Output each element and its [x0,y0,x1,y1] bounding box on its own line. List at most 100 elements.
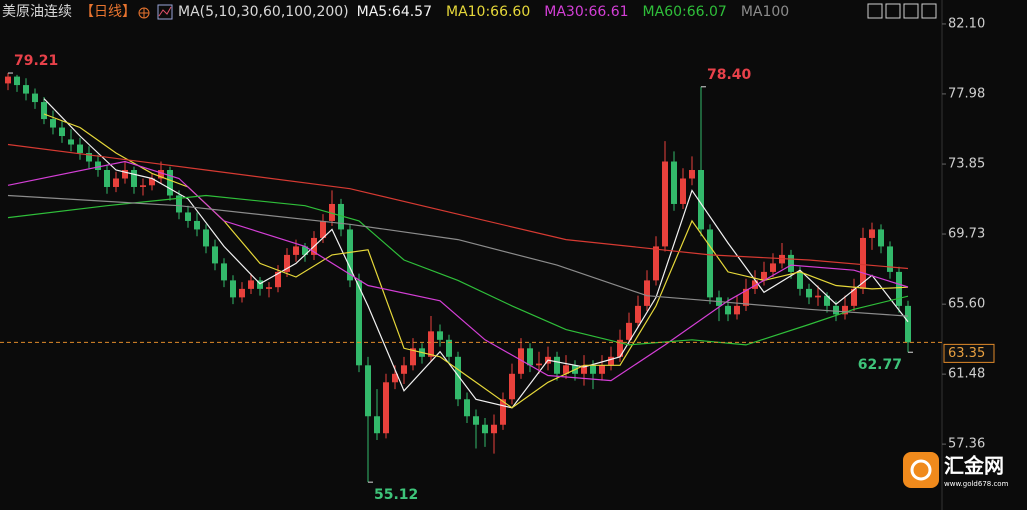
period-label[interactable]: 【日线】 [80,4,136,20]
candle-body [635,305,641,323]
candle-body [266,287,272,289]
watermark: 汇金网 www.gold678.com [903,452,1009,488]
candle-body [95,161,101,170]
legend-entry: MA60:66.07 [643,4,727,20]
candle-body [608,356,614,366]
candle-body [509,373,515,400]
candle-body [122,170,128,179]
y-tick-label: 82.10 [948,16,985,31]
candle-body [338,203,344,230]
candle-body [833,305,839,315]
candle-body [599,365,605,374]
ma-line [7,160,909,382]
candle-body [860,237,866,289]
extreme-label: 62.77 [858,357,902,373]
candle-body [590,365,596,374]
candle-body [905,305,911,343]
candle-body [797,271,803,289]
candle-body [239,288,245,298]
candle-body [383,382,389,434]
candle-body [644,280,650,306]
ma-line [7,143,909,270]
y-tick-label: 69.73 [948,227,985,242]
ma-line [7,194,909,317]
candle-body [536,363,542,366]
candle-body [167,170,173,196]
candle-body [86,153,92,162]
candle-body [581,365,587,374]
candle-body [203,229,209,247]
candle-body [113,178,119,187]
candle-body [437,331,443,340]
candle-body [554,356,560,374]
candle-body [68,139,74,145]
candle-body [788,254,794,272]
candle-body [77,144,83,154]
extreme-label: 79.21 [14,53,58,69]
candle-body [14,76,20,86]
candle-body [158,170,164,179]
legend-entry: MA5:64.57 [357,4,432,20]
candle-body [806,288,812,298]
candle-body [527,348,533,366]
extreme-label: 78.40 [707,67,752,83]
candle-body [482,424,488,434]
legend-entry: MA30:66.61 [544,4,628,20]
candle-body [176,195,182,213]
candle-body [284,254,290,272]
candle-body [329,203,335,221]
candle-body [887,246,893,272]
candle-body [23,85,29,94]
logo-url: www.gold678.com [944,480,1009,488]
candle-body [185,212,191,221]
candle-body [221,263,227,281]
candle-body [392,373,398,383]
candle-body [761,271,767,281]
candle-body [356,280,362,366]
candle-body [752,280,758,289]
candle-body [842,305,848,315]
legend-entry: MA10:66.60 [446,4,530,20]
candle-body [104,170,110,187]
candle-body [671,161,677,204]
last-price-label: 63.35 [948,346,985,361]
ma-label: MA(5,10,30,60,100,200) [178,4,349,20]
candle-body [41,102,47,120]
chart-title: 美原油连续 [2,3,72,20]
candle-body [689,170,695,179]
candle-body [491,424,497,434]
candle-body [257,280,263,289]
candle-body [50,119,56,128]
add-icon[interactable] [138,7,150,19]
candle-body [131,170,137,187]
y-tick-label: 77.98 [948,86,985,101]
ma-line [7,194,909,346]
candle-body [428,331,434,357]
y-tick-label: 73.85 [948,157,985,172]
candle-body [302,246,308,255]
candle-body [320,220,326,238]
candle-body [815,295,821,298]
candle-body [518,348,524,374]
y-tick-label: 65.60 [948,297,985,312]
plot-area [5,73,911,483]
y-tick-label: 57.36 [948,437,985,452]
candle-body [275,271,281,288]
candle-body [563,365,569,374]
toolbar[interactable] [867,3,937,19]
candle-body [662,161,668,247]
candle-body [734,305,740,315]
candle-body [896,271,902,306]
indicator-icon[interactable] [157,4,173,20]
candle-body [365,365,371,417]
candle-body [374,416,380,434]
candle-body [680,178,686,204]
extreme-label: 55.12 [374,487,418,503]
candle-body [473,416,479,425]
last-price-box [943,343,995,363]
legend-entry: MA100 [741,4,789,20]
candle-body [248,280,254,289]
